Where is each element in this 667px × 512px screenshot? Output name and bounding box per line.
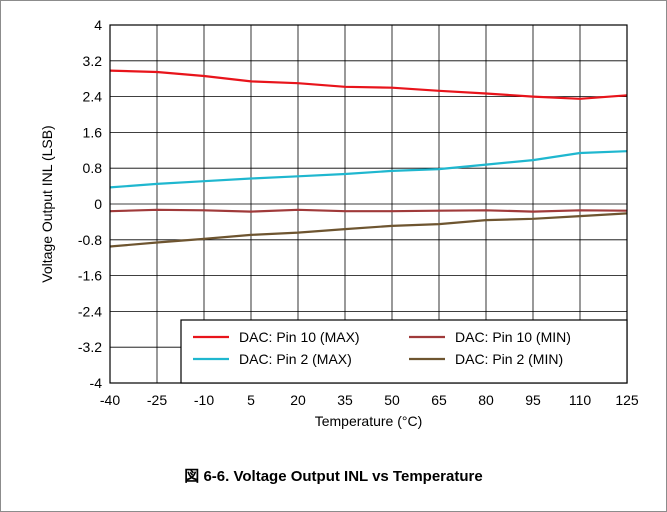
y-tick-label: 0.8 bbox=[83, 160, 103, 176]
legend-box bbox=[180, 319, 628, 384]
y-tick-label: -3.2 bbox=[78, 339, 102, 355]
y-tick-label: 4 bbox=[94, 17, 102, 33]
x-tick-label: 65 bbox=[431, 392, 447, 408]
x-tick-label: -25 bbox=[147, 392, 167, 408]
x-tick-label: 20 bbox=[290, 392, 306, 408]
series-line bbox=[109, 212, 628, 248]
legend-label: DAC: Pin 2 (MIN) bbox=[455, 351, 563, 367]
x-tick-label: 125 bbox=[615, 392, 639, 408]
y-tick-label: 2.4 bbox=[83, 89, 103, 105]
y-tick-label: 1.6 bbox=[83, 124, 103, 140]
legend: DAC: Pin 10 (MAX) DAC: Pin 10 (MIN) DAC: P… bbox=[180, 319, 628, 384]
x-tick-label: 95 bbox=[525, 392, 541, 408]
y-tick-labels: 4 3.2 2.4 1.6 0.8 0 -0.8 -1.6 -2.4 -3.2 -4 bbox=[78, 17, 102, 391]
x-tick-label: 35 bbox=[337, 392, 353, 408]
y-tick-label: -1.6 bbox=[78, 268, 102, 284]
x-tick-label: -40 bbox=[100, 392, 120, 408]
x-tick-label: 5 bbox=[247, 392, 255, 408]
x-axis-title: Temperature (°C) bbox=[315, 413, 423, 429]
x-tick-label: 50 bbox=[384, 392, 400, 408]
chart: -40 -25 -10 5 20 35 50 65 80 95 110 125 43.22.41.60… bbox=[39, 17, 639, 429]
x-tick-labels: -40 -25 -10 5 20 35 50 65 80 95 110 125 bbox=[100, 392, 639, 408]
series-lines bbox=[109, 69, 628, 248]
series-line bbox=[109, 208, 628, 213]
legend-label: DAC: Pin 10 (MIN) bbox=[455, 329, 571, 345]
x-tick-label: -10 bbox=[194, 392, 214, 408]
x-tick-label: 80 bbox=[478, 392, 494, 408]
series-line bbox=[109, 69, 628, 100]
series-line bbox=[109, 150, 628, 189]
x-tick-label: 110 bbox=[569, 392, 592, 408]
legend-label: DAC: Pin 10 (MAX) bbox=[239, 329, 360, 345]
y-tick-label: 0 bbox=[94, 196, 102, 212]
y-tick-label: -0.8 bbox=[78, 232, 102, 248]
legend-label: DAC: Pin 2 (MAX) bbox=[239, 351, 352, 367]
y-tick-label: -4 bbox=[90, 375, 103, 391]
figure-caption: 図 6-6. Voltage Output INL vs Temperature bbox=[184, 468, 483, 485]
y-tick-label: -2.4 bbox=[78, 303, 102, 319]
y-axis-title: Voltage Output INL (LSB) bbox=[39, 125, 55, 282]
y-tick-label: 3.2 bbox=[83, 53, 103, 69]
